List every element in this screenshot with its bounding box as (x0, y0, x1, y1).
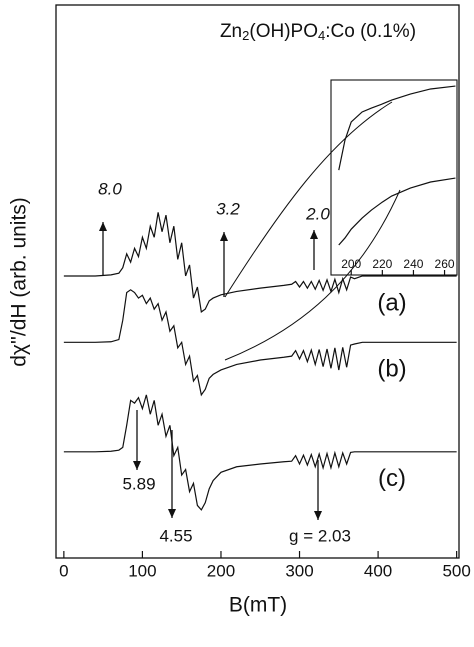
y-axis-label: dχ''/dH (arb. units) (8, 197, 31, 367)
annotation: 3.2 (216, 199, 240, 218)
annotation: 5.89 (122, 474, 155, 493)
x-tick-label: 400 (364, 561, 392, 580)
annotation: 4.55 (159, 526, 192, 545)
leader-line (224, 189, 401, 361)
arrow-head (168, 509, 176, 518)
arrow-head (220, 232, 228, 241)
arrow-head (99, 222, 107, 231)
chart-title: Zn2(OH)PO4:Co (0.1%) (220, 21, 416, 43)
spectrum-line (338, 177, 456, 246)
arrow-head (133, 461, 141, 470)
inset-frame (330, 79, 458, 276)
trace-label: (b) (377, 356, 406, 383)
x-tick-label: 500 (442, 561, 470, 580)
annotation: 2.0 (305, 204, 330, 223)
arrow-head (310, 230, 318, 239)
spectrum-line (63, 394, 457, 511)
spectrum-line (63, 212, 457, 313)
x-tick-label: 0 (59, 561, 68, 580)
x-axis-label: B(mT) (229, 594, 287, 617)
annotation: 8.0 (98, 179, 122, 198)
x-tick-label: 300 (285, 561, 313, 580)
x-tick-label: 200 (207, 561, 235, 580)
leader-line (224, 101, 393, 298)
annotation: g = 2.03 (289, 526, 351, 545)
trace-label: (a) (377, 289, 406, 316)
x-tick-label: 200 (341, 257, 361, 271)
plot-frame (55, 4, 460, 559)
trace-label: (c) (378, 465, 406, 492)
x-tick-label: 220 (372, 257, 392, 271)
arrow-head (314, 511, 322, 520)
spectrum-line (63, 289, 457, 397)
x-tick-label: 100 (128, 561, 156, 580)
x-tick-label: 260 (435, 257, 455, 271)
x-tick-label: 240 (403, 257, 423, 271)
spectrum-line (338, 85, 456, 171)
